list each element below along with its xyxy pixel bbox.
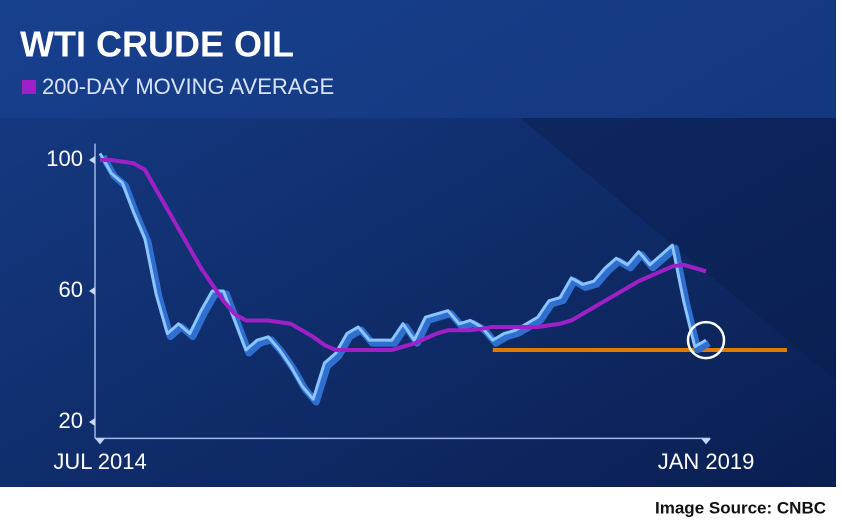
series-line (100, 157, 707, 352)
y-tick (89, 155, 95, 164)
y-tick-label: 60 (59, 277, 83, 302)
legend-swatch (22, 80, 36, 94)
x-tick (701, 438, 711, 445)
highlight-circle (686, 320, 726, 360)
x-tick (95, 438, 105, 445)
x-tick-label: JAN 2019 (658, 449, 755, 474)
series-line (98, 152, 707, 401)
legend-label: 200-DAY MOVING AVERAGE (42, 74, 334, 99)
y-tick-label: 20 (59, 408, 83, 433)
source: Image Source: CNBC (655, 498, 826, 517)
y-tick-label: 100 (46, 146, 83, 171)
header-band (0, 0, 836, 118)
x-tick-label: JUL 2014 (53, 449, 146, 474)
chart-title: WTI CRUDE OIL (20, 24, 294, 65)
y-tick (89, 287, 95, 295)
y-tick (89, 418, 95, 427)
